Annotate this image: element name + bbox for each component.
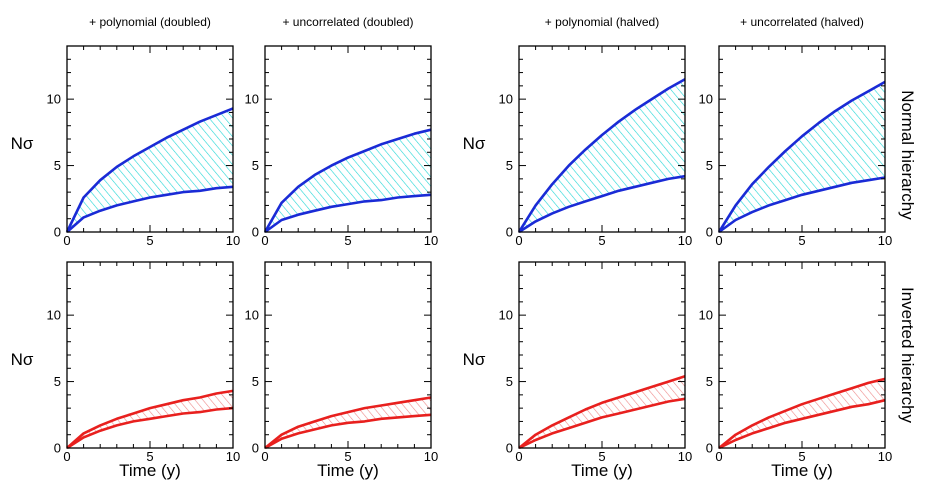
row-label-normal: Normal hierarchy — [898, 90, 917, 220]
y-tick-label: 5 — [706, 374, 713, 389]
x-tick-label: 5 — [344, 233, 351, 248]
x-tick-label: 10 — [424, 449, 438, 464]
x-tick-label: 5 — [798, 233, 805, 248]
series-lower-line — [718, 398, 886, 450]
x-tick-label: 10 — [226, 449, 240, 464]
x-tick-label: 0 — [715, 233, 722, 248]
series-lower-line — [718, 176, 886, 234]
x-tick-label: 10 — [678, 233, 692, 248]
panel-6: 0 5 10 0 5 10 Time (y) — [245, 261, 438, 480]
y-tick-label: 5 — [506, 158, 513, 173]
x-tick-label: 0 — [261, 233, 268, 248]
y-tick-label: 5 — [54, 158, 61, 173]
band-area — [519, 79, 685, 232]
y-axis-label: Nσ — [463, 134, 486, 153]
y-tick-label: 5 — [252, 374, 259, 389]
plot-frame — [518, 261, 686, 449]
y-axis-label: Nσ — [11, 134, 34, 153]
y-tick-label: 10 — [499, 308, 513, 323]
series-upper-line — [65, 107, 234, 233]
series-lower-line — [264, 413, 432, 450]
y-axis-label: Nσ — [11, 350, 34, 369]
band-area — [67, 108, 233, 232]
x-tick-label: 5 — [598, 233, 605, 248]
y-tick-label: 10 — [699, 308, 713, 323]
x-tick-label: 0 — [63, 449, 70, 464]
panel-2: 0 5 10 0 5 10 + uncorrelated (doubled) — [245, 15, 439, 248]
series-upper-line — [518, 375, 686, 450]
y-tick-label: 5 — [54, 374, 61, 389]
x-axis-label: Time (y) — [119, 461, 181, 480]
y-tick-label: 0 — [252, 441, 259, 456]
series-upper-line — [718, 377, 886, 450]
y-tick-label: 0 — [506, 441, 513, 456]
x-axis-label: Time (y) — [317, 461, 379, 480]
series-lower-line — [264, 193, 432, 234]
x-tick-label: 10 — [878, 233, 892, 248]
band-area — [67, 390, 233, 448]
x-tick-label: 5 — [344, 449, 351, 464]
x-tick-label: 0 — [515, 449, 522, 464]
panel-title: + uncorrelated (doubled) — [282, 15, 413, 29]
panel-7: 0 5 10 0 5 10 Nσ Time (y) — [463, 261, 692, 480]
y-tick-label: 10 — [499, 92, 513, 107]
y-tick-label: 5 — [252, 158, 259, 173]
panel-5: 0 5 10 0 5 10 Nσ Time (y) — [11, 261, 240, 480]
x-axis-label: Time (y) — [771, 461, 833, 480]
x-axis-label: Time (y) — [571, 461, 633, 480]
y-tick-label: 10 — [245, 92, 259, 107]
x-tick-label: 5 — [146, 449, 153, 464]
y-tick-label: 0 — [506, 225, 513, 240]
x-tick-label: 0 — [515, 233, 522, 248]
x-tick-label: 0 — [63, 233, 70, 248]
series-lower-line — [518, 397, 686, 450]
y-tick-label: 5 — [506, 374, 513, 389]
y-tick-label: 0 — [252, 225, 259, 240]
series-upper-line — [66, 389, 234, 449]
y-tick-label: 0 — [706, 225, 713, 240]
x-tick-label: 0 — [261, 449, 268, 464]
series-lower-line — [518, 174, 686, 234]
series-upper-line — [264, 396, 432, 450]
y-tick-label: 10 — [699, 92, 713, 107]
x-tick-label: 10 — [424, 233, 438, 248]
series-upper-line — [717, 80, 886, 233]
series-lower-line — [66, 185, 234, 233]
y-tick-label: 10 — [47, 92, 61, 107]
y-tick-label: 10 — [245, 308, 259, 323]
y-tick-label: 0 — [706, 441, 713, 456]
panel-title: + polynomial (halved) — [545, 15, 659, 29]
panel-8: 0 5 10 0 5 10 Time (y) — [699, 261, 892, 480]
band-area — [719, 81, 885, 233]
y-tick-label: 10 — [47, 308, 61, 323]
panel-3: 0 5 10 0 5 10 + polynomial (halved) Nσ — [463, 15, 693, 248]
y-tick-label: 0 — [54, 225, 61, 240]
series-upper-line — [517, 78, 686, 233]
x-tick-label: 10 — [226, 233, 240, 248]
y-axis-label: Nσ — [463, 350, 486, 369]
panel-4: 0 5 10 0 5 10 + uncorrelated (halved) — [699, 15, 893, 248]
x-tick-label: 10 — [678, 449, 692, 464]
series-upper-line — [263, 128, 432, 233]
y-tick-label: 0 — [54, 441, 61, 456]
panel-1: 0 5 10 0 5 10 + polynomial (doubled) Nσ — [11, 15, 241, 248]
band-area — [265, 129, 431, 232]
x-tick-label: 10 — [878, 449, 892, 464]
row-label-inverted: Inverted hierarchy — [898, 287, 917, 424]
x-tick-label: 5 — [598, 449, 605, 464]
series-lower-line — [66, 406, 234, 450]
y-tick-label: 5 — [706, 158, 713, 173]
panel-title: + polynomial (doubled) — [89, 15, 211, 29]
x-tick-label: 5 — [798, 449, 805, 464]
x-tick-label: 5 — [146, 233, 153, 248]
x-tick-label: 0 — [715, 449, 722, 464]
panel-title: + uncorrelated (halved) — [740, 15, 864, 29]
